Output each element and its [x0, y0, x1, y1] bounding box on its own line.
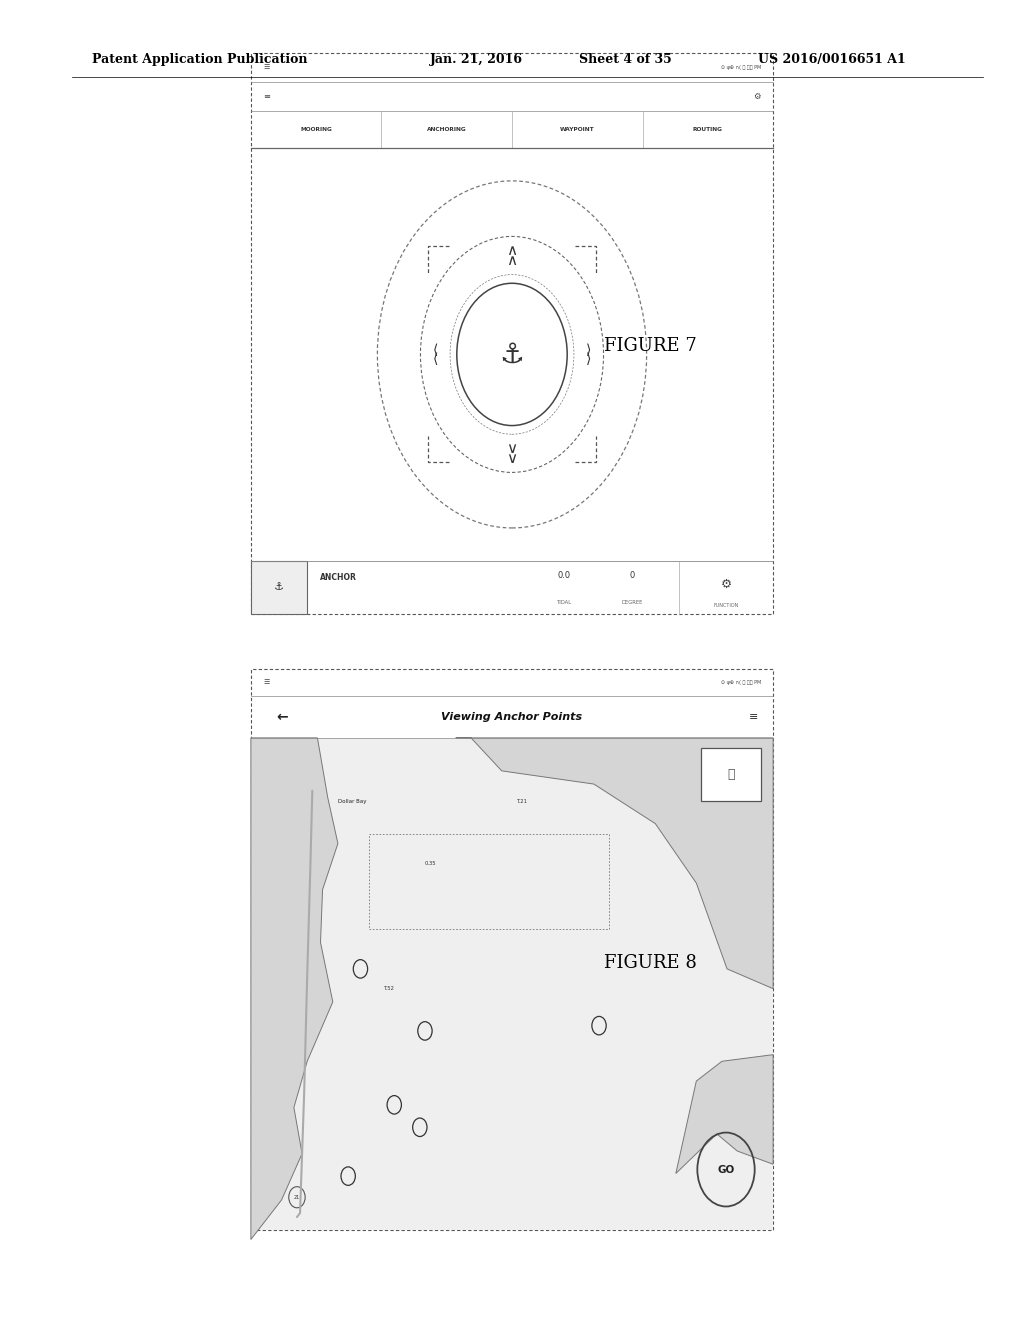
Text: ⚓: ⚓ [500, 341, 524, 368]
Text: ←: ← [276, 710, 288, 723]
Text: ANCHOR: ANCHOR [319, 573, 356, 582]
FancyBboxPatch shape [251, 738, 773, 1230]
Text: 0.0: 0.0 [558, 572, 570, 581]
Polygon shape [251, 738, 338, 1239]
Text: ⊙ ψ⊕ ∩( ⧡ ⧡⧡ PM: ⊙ ψ⊕ ∩( ⧡ ⧡⧡ PM [721, 680, 761, 685]
Text: 21: 21 [294, 1195, 300, 1200]
FancyBboxPatch shape [251, 561, 307, 614]
Text: T.21: T.21 [517, 799, 527, 804]
Text: TIDAL: TIDAL [557, 599, 571, 605]
FancyBboxPatch shape [701, 748, 761, 801]
Text: WAYPOINT: WAYPOINT [560, 127, 595, 132]
Text: ≡: ≡ [749, 711, 758, 722]
Text: ⧡: ⧡ [727, 768, 735, 781]
Text: ⚙: ⚙ [721, 578, 732, 591]
Text: 0.35: 0.35 [424, 861, 436, 866]
Text: ⊙ ψ⊕ ∩( ⧡ ⧡⧡ PM: ⊙ ψ⊕ ∩( ⧡ ⧡⧡ PM [721, 65, 761, 70]
Text: Sheet 4 of 35: Sheet 4 of 35 [579, 53, 672, 66]
Text: ⟨
⟨: ⟨ ⟨ [432, 343, 438, 366]
Text: ☰: ☰ [263, 65, 269, 70]
Text: ⚙: ⚙ [754, 92, 761, 100]
Text: ANCHORING: ANCHORING [427, 127, 467, 132]
Polygon shape [676, 1055, 773, 1173]
Text: FIGURE 8: FIGURE 8 [604, 954, 696, 972]
Text: T.52: T.52 [384, 986, 394, 991]
Text: ⚓: ⚓ [274, 582, 284, 593]
Text: ∨
∨: ∨ ∨ [507, 441, 517, 466]
Text: ≡: ≡ [263, 92, 270, 100]
Text: ⟩
⟩: ⟩ ⟩ [586, 343, 592, 366]
Text: ☰: ☰ [263, 680, 269, 685]
Text: FIGURE 7: FIGURE 7 [604, 338, 696, 355]
Text: ROUTING: ROUTING [693, 127, 723, 132]
Text: ∧
∧: ∧ ∧ [507, 243, 517, 268]
Text: DEGREE: DEGREE [622, 599, 643, 605]
Text: 0: 0 [630, 572, 635, 581]
Text: US 2016/0016651 A1: US 2016/0016651 A1 [758, 53, 905, 66]
Text: GO: GO [718, 1164, 734, 1175]
Text: MOORING: MOORING [300, 127, 332, 132]
Text: Viewing Anchor Points: Viewing Anchor Points [441, 711, 583, 722]
Text: Jan. 21, 2016: Jan. 21, 2016 [430, 53, 523, 66]
Text: FUNCTION: FUNCTION [714, 603, 738, 609]
Text: Dollar Bay: Dollar Bay [338, 799, 367, 804]
Polygon shape [456, 738, 773, 989]
Text: Patent Application Publication: Patent Application Publication [92, 53, 307, 66]
